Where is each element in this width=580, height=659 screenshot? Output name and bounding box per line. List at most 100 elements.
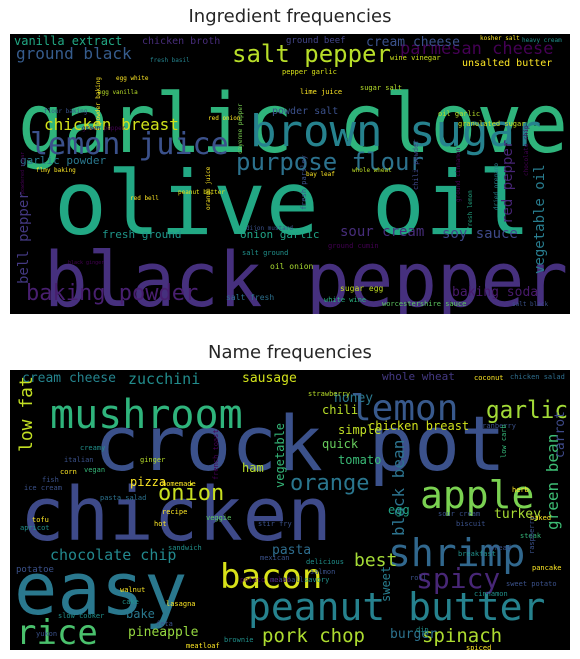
- word-worcestershire-sauce: worcestershire sauce: [382, 300, 466, 308]
- word-kosher-salt: kosher salt: [480, 35, 520, 42]
- word-whole-wheat: whole wheat: [382, 370, 455, 383]
- word-ground-cumin: ground cumin: [328, 242, 379, 250]
- word-onion-garlic: onion garlic: [240, 228, 319, 241]
- word-brown-sugar: brown sugar: [250, 106, 541, 157]
- word-carrot: carrot: [553, 411, 568, 458]
- word-sausage: sausage: [242, 371, 297, 386]
- word-chocolate-chip: chocolate chip: [523, 125, 530, 176]
- word-spiced: spiced: [466, 644, 491, 650]
- word-cream-cheese: cream cheese: [366, 35, 460, 50]
- word-peanut-butter: peanut butter: [248, 585, 545, 629]
- word-red-onion: red onion: [208, 115, 241, 122]
- word-potatoe: potatoe: [16, 565, 54, 575]
- word-black-bean: black bean: [389, 440, 408, 536]
- word-lemon-juice: lemon juice: [30, 127, 229, 162]
- word-purpose-flour: purpose flour: [236, 148, 424, 176]
- word-chili: chili: [322, 403, 358, 417]
- word-green-pepper: green pepper: [82, 125, 126, 132]
- word-heavy-cream: heavy cream: [522, 37, 562, 44]
- word-easy: easy: [14, 547, 187, 631]
- word-low-fat: low fat: [16, 376, 37, 452]
- word-sugar-salt: sugar salt: [360, 84, 402, 92]
- word-baking-powder: baking powder: [26, 281, 198, 306]
- word-tofu: tofu: [32, 516, 49, 524]
- word-chili-powder: chili powder: [412, 139, 420, 190]
- word-green-bean: green bean: [543, 434, 562, 530]
- word-corn: corn: [60, 468, 77, 476]
- word-crock-pot: crock pot: [94, 399, 506, 488]
- wordcloud-panel-names: crock pot chicken easy mushroom peanut butte…: [10, 370, 570, 650]
- word-homemade: homemade: [162, 480, 196, 488]
- word-orange: orange: [290, 471, 369, 496]
- word-baking-soda: baking soda: [452, 285, 538, 300]
- word-fresh-ground: fresh ground: [102, 228, 181, 241]
- word-flmy-baking: flmy baking: [36, 167, 76, 174]
- word-mushroom: mushroom: [50, 392, 243, 438]
- word-dip: dip: [416, 626, 429, 634]
- wordcloud-title-names: Name frequencies: [208, 342, 372, 363]
- word-recipe: recipe: [162, 508, 187, 516]
- word-pasta: pasta: [272, 543, 311, 558]
- word-pizza: pizza: [130, 475, 166, 489]
- word-pasta-salad: pasta salad: [100, 494, 146, 502]
- word-oil-onion: oil onion: [270, 262, 314, 271]
- word-egg-white: egg white: [116, 75, 149, 82]
- word-garlic-powder: garlic powder: [20, 154, 106, 167]
- word-oil-garlic: oil garlic: [438, 110, 480, 118]
- word-granulated-sugar: granulated sugar: [458, 120, 525, 128]
- word-soy-sauce: soy sauce: [442, 226, 518, 242]
- word-veggie: veggie: [206, 514, 231, 522]
- word-zucchini: zucchini: [128, 370, 200, 388]
- word-raspberry: raspberry: [528, 516, 536, 554]
- word-cranberry: cranberry: [478, 422, 516, 430]
- word-french-toast: french toast: [212, 429, 220, 480]
- word-fresh-basil: fresh basil: [150, 57, 190, 64]
- word-yukon: yukon: [36, 630, 57, 638]
- word-onion: onion: [158, 481, 224, 506]
- word-lasagna: lasagna: [166, 600, 196, 608]
- wordcloud-title-ingredients: Ingredient frequencies: [188, 6, 392, 27]
- word-coconut: coconut: [474, 374, 504, 382]
- word-mexican: mexican: [260, 554, 290, 562]
- word-slow-cooker: slow cooker: [58, 612, 104, 620]
- word-rice: rice: [16, 613, 98, 650]
- word-sour-cream: sour cream: [340, 224, 424, 240]
- word-bell-pepper: bell pepper: [16, 191, 32, 284]
- word-garlic: garlic: [486, 396, 568, 424]
- word-roll: roll: [410, 574, 427, 582]
- word-red-bell: red bell: [130, 195, 159, 202]
- word-vegan: vegan: [84, 466, 105, 474]
- word-italian: italian: [64, 456, 94, 464]
- word-dijon-mustard: dijon mustard: [246, 225, 293, 232]
- word-brownie: brownie: [224, 636, 254, 644]
- word-breakfast: breakfast: [458, 550, 496, 558]
- word-chicken-broth: chicken broth: [142, 36, 220, 47]
- word-whole-wheat: whole wheat: [352, 167, 392, 174]
- word-flour-baking: flour baking: [44, 108, 88, 115]
- word-salmon: salmon: [310, 568, 335, 576]
- word-ginger: ginger: [140, 456, 165, 464]
- word-spinach: spinach: [422, 625, 502, 647]
- word-walnut: walnut: [120, 586, 145, 594]
- word-herb: herb: [512, 486, 529, 494]
- word-steak: steak: [520, 532, 542, 540]
- word-olive-oil: olive oil: [54, 152, 531, 255]
- word-shrimp: shrimp: [388, 531, 525, 575]
- word-cinnamon: cinnamon: [474, 590, 508, 598]
- word-orange-juice: orange juice: [205, 166, 212, 210]
- word-egg: egg: [388, 503, 410, 517]
- word-chicken: chicken: [20, 472, 332, 558]
- word-strawberry: strawberry: [308, 390, 350, 398]
- word-sweet: sweet: [379, 566, 393, 602]
- word-apricot: apricot: [20, 524, 50, 532]
- word-sweet-potato: sweet potato: [506, 580, 557, 588]
- word-red-pepper: red pepper: [500, 140, 516, 224]
- word-ham: ham: [242, 461, 264, 475]
- word-chicken-salad: chicken salad: [510, 373, 565, 381]
- word-pepper-garlic: pepper garlic: [282, 68, 337, 76]
- word-potato-salad: potato salad: [240, 576, 291, 584]
- word-feta: feta: [156, 620, 173, 628]
- word-cake: cake: [122, 598, 139, 606]
- word-ice-cream: ice cream: [24, 484, 62, 492]
